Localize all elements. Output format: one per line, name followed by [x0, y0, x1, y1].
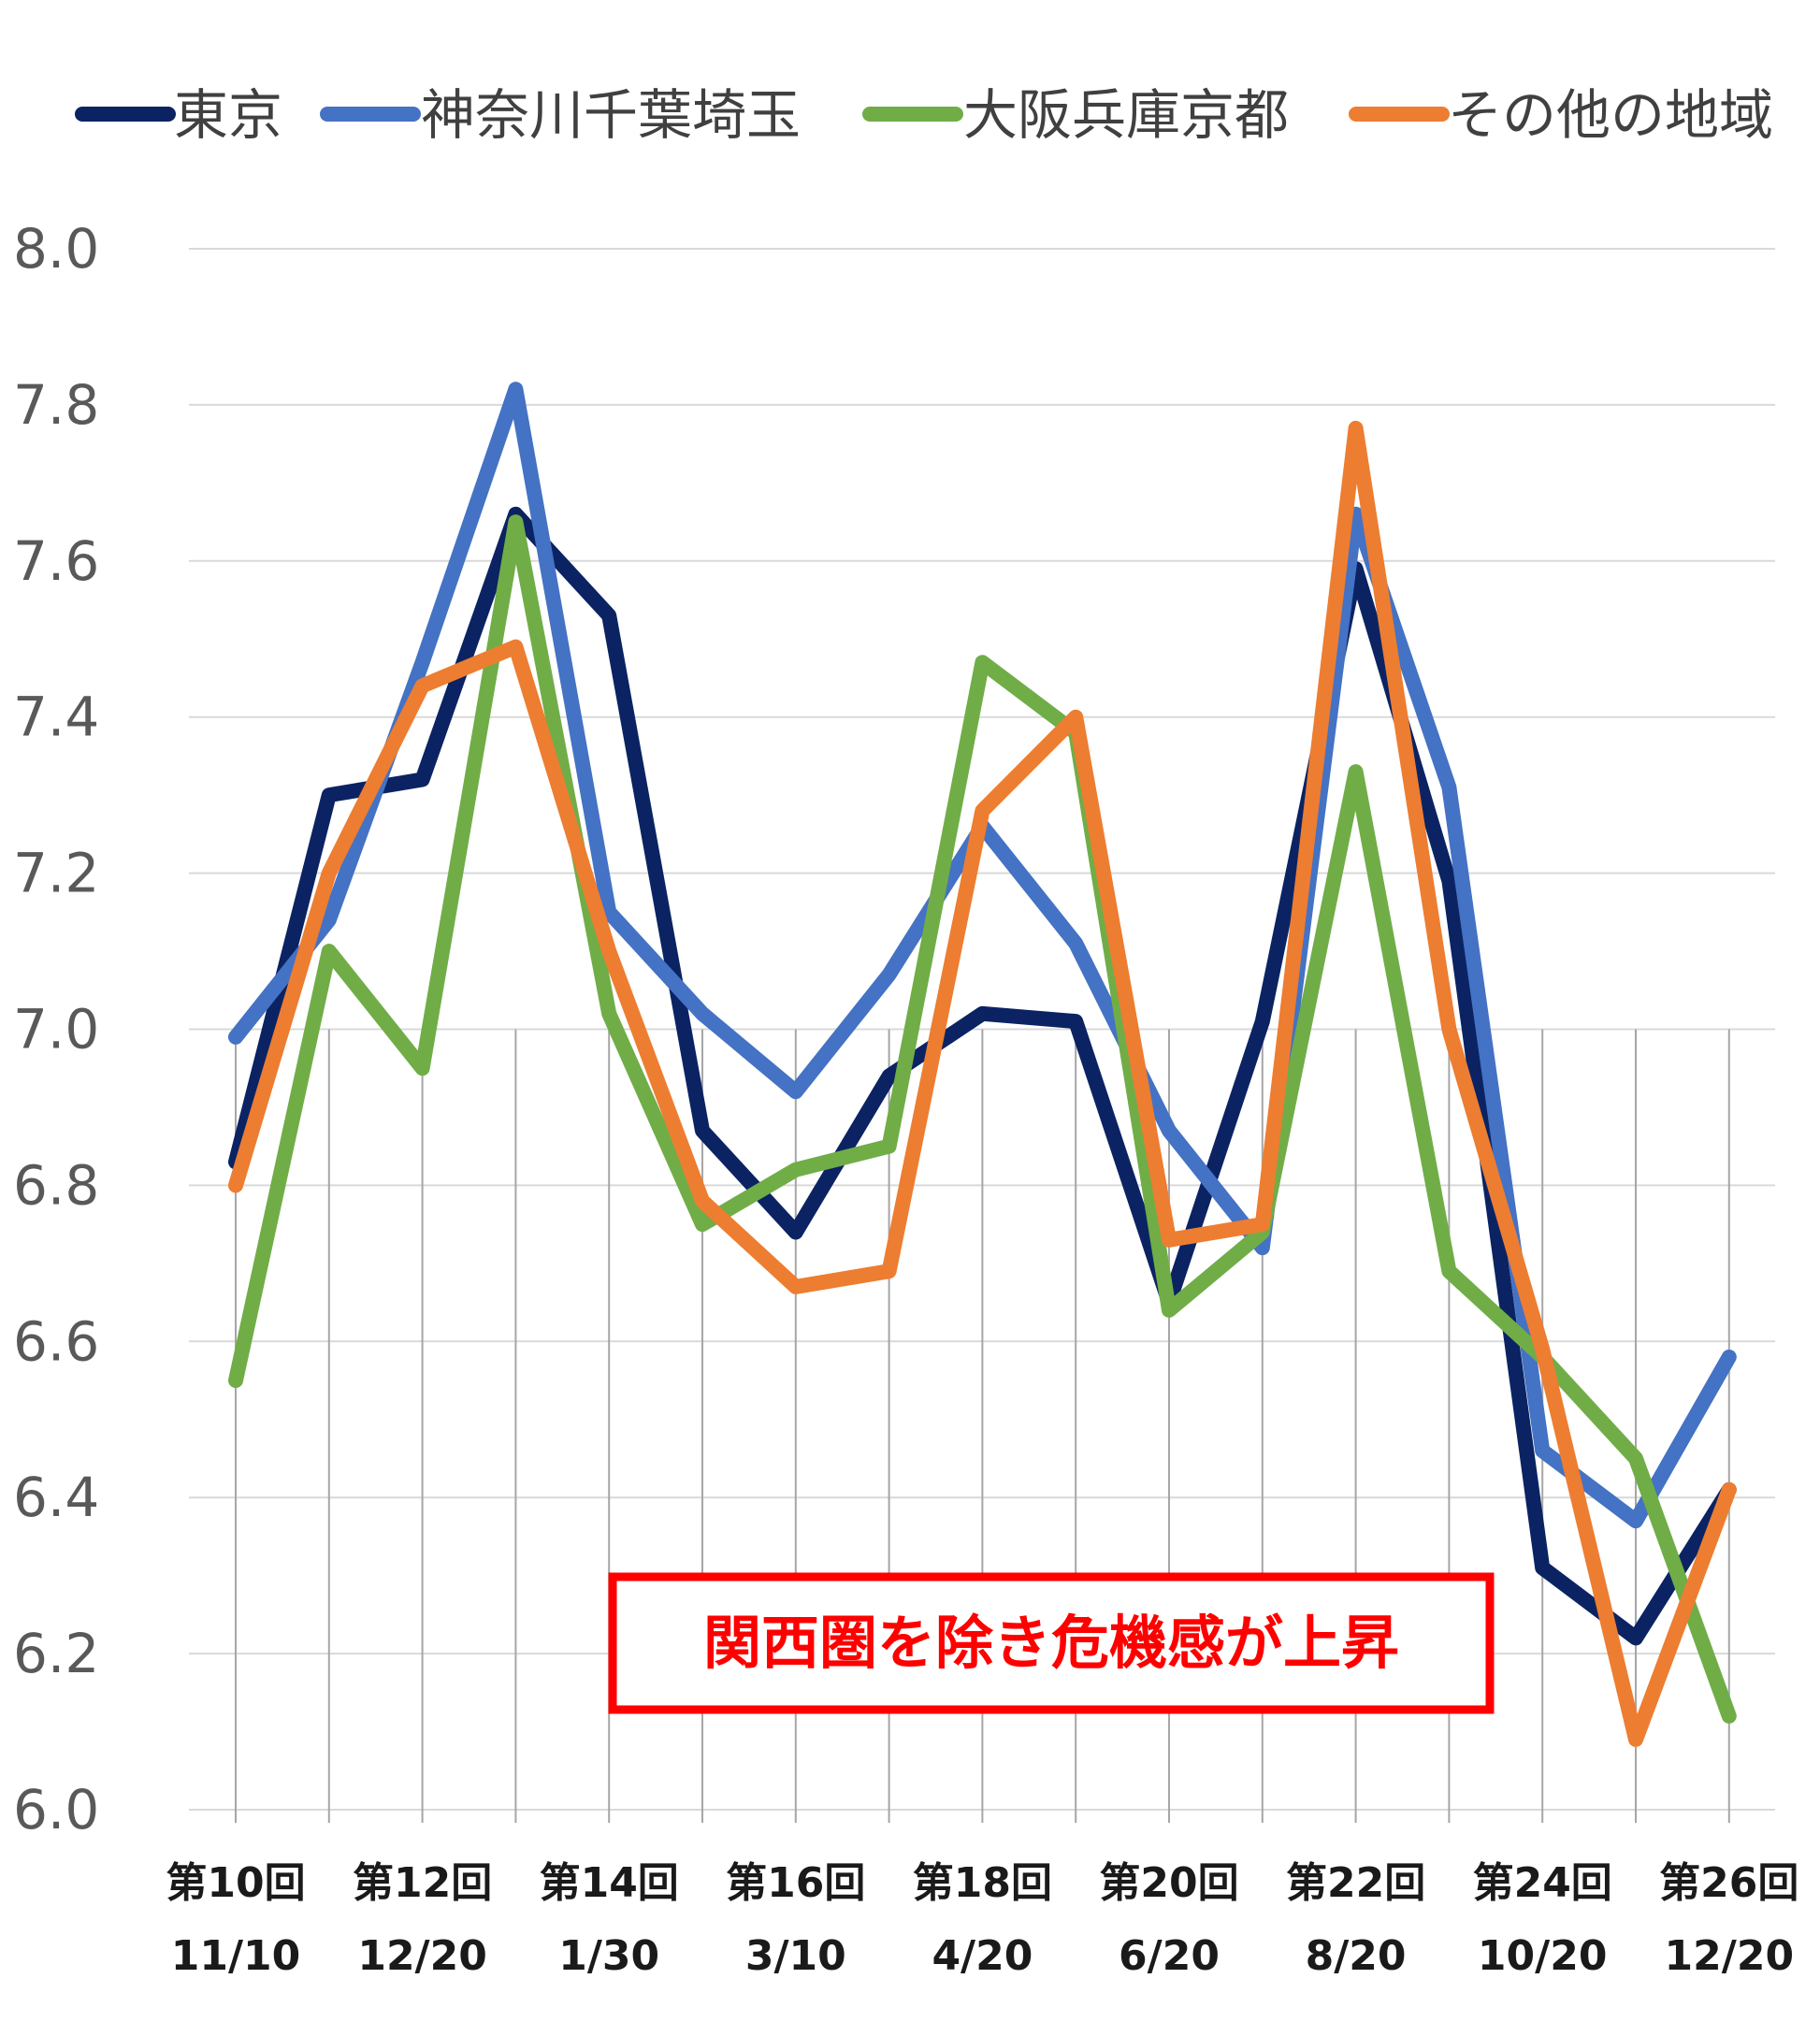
x-tick-date: 6/20 [1119, 1932, 1220, 1980]
y-tick-label: 7.6 [13, 529, 99, 593]
y-tick-label: 6.8 [13, 1153, 99, 1217]
x-tick-round: 第26回 [1659, 1859, 1798, 1907]
series-line-4 [228, 420, 1737, 1747]
x-tick-round: 第24回 [1473, 1859, 1612, 1907]
x-tick-date: 1/30 [558, 1932, 659, 1980]
y-tick-label: 7.8 [13, 373, 99, 437]
y-tick-label: 6.4 [13, 1466, 99, 1529]
series-line-3 [228, 514, 1737, 1724]
x-tick-round: 第12回 [353, 1859, 492, 1907]
legend: 東京 神奈川千葉埼玉 大阪兵庫京都 その他の地域 [75, 83, 1773, 147]
annotation-box: 関西圏を除き危機感が上昇 [608, 1572, 1495, 1714]
x-tick-round: 第10回 [166, 1859, 305, 1907]
legend-label: 大阪兵庫京都 [963, 83, 1289, 147]
y-tick-label: 7.0 [13, 998, 99, 1062]
legend-label: 神奈川千葉埼玉 [421, 83, 801, 147]
x-tick-date: 3/10 [745, 1932, 846, 1980]
y-tick-label: 7.4 [13, 686, 99, 749]
x-tick-round: 第14回 [540, 1859, 679, 1907]
y-tick-label: 6.0 [13, 1778, 99, 1841]
x-axis-ticks: 第10回 11/10 第12回 12/20 第14回 1/30 第16回 3/10 第18回 4/… [166, 1859, 1798, 1980]
annotation-border [608, 1572, 1495, 1714]
legend-label: 東京 [174, 83, 282, 147]
x-tick-date: 12/20 [1665, 1932, 1795, 1980]
x-tick-round: 第18回 [913, 1859, 1052, 1907]
annotation-text: 関西圏を除き危機感が上昇 [703, 1609, 1399, 1677]
x-tick-date: 12/20 [357, 1932, 487, 1980]
y-tick-label: 6.6 [13, 1309, 99, 1373]
series-lines [228, 382, 1737, 1747]
x-tick-date: 10/20 [1478, 1932, 1608, 1980]
x-tick-round: 第22回 [1286, 1859, 1425, 1907]
legend-label: その他の地域 [1448, 83, 1773, 147]
x-tick-date: 8/20 [1306, 1932, 1407, 1980]
y-tick-label: 7.2 [13, 842, 99, 905]
x-tick-round: 第16回 [726, 1859, 865, 1907]
x-tick-date: 4/20 [932, 1932, 1033, 1980]
y-tick-label: 8.0 [13, 217, 99, 281]
y-tick-label: 6.2 [13, 1622, 99, 1685]
x-tick-date: 11/10 [171, 1932, 301, 1980]
x-tick-round: 第20回 [1099, 1859, 1238, 1907]
y-axis-ticks: 6.0 6.2 6.4 6.6 6.8 7.0 7.2 7.4 7.6 7.8 8.0 [13, 217, 99, 1841]
